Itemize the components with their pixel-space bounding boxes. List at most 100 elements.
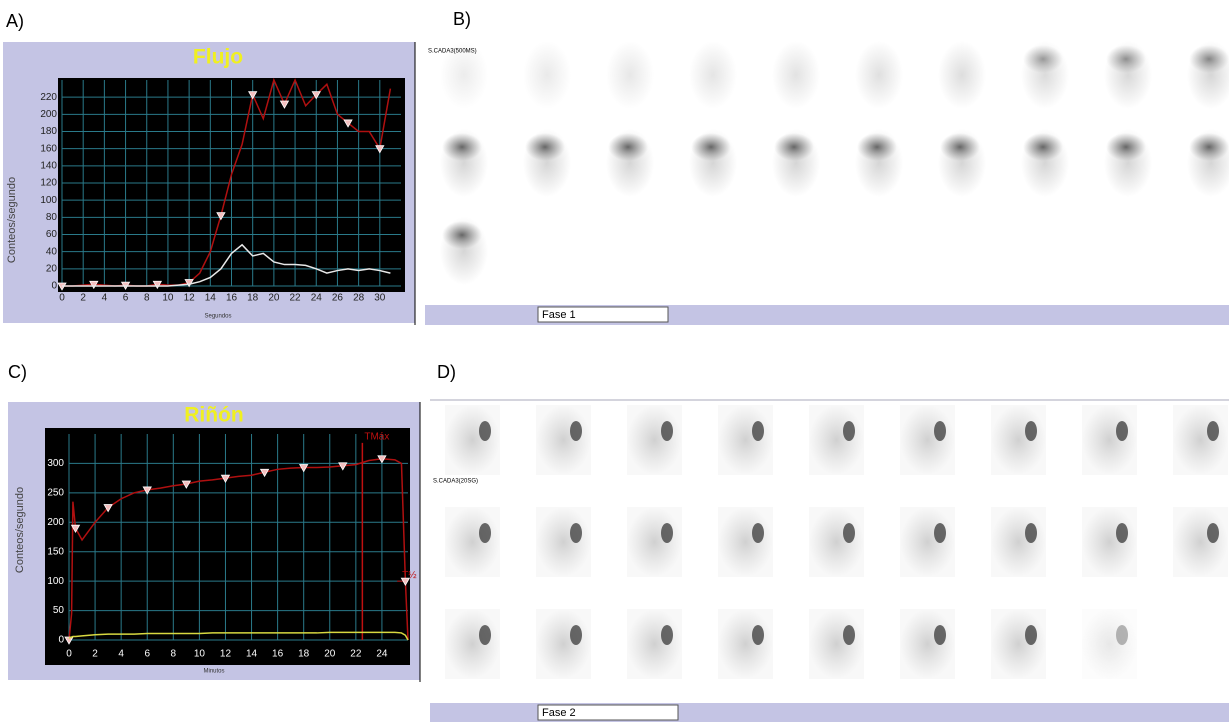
scan-body bbox=[1082, 507, 1137, 577]
chart-title: Flujo bbox=[193, 46, 243, 69]
scan-body bbox=[809, 507, 864, 577]
scan-blob bbox=[774, 133, 814, 161]
scan-image bbox=[1104, 129, 1152, 197]
y-tick-label: 250 bbox=[47, 487, 64, 498]
scan-blob bbox=[1023, 45, 1063, 73]
scan-kidney bbox=[934, 421, 946, 441]
scan-image bbox=[536, 609, 591, 679]
x-tick-label: 2 bbox=[92, 649, 98, 660]
scan-image bbox=[991, 507, 1046, 577]
panel-label: B) bbox=[453, 9, 471, 29]
scan-blob bbox=[606, 41, 654, 109]
scan-image bbox=[1173, 507, 1228, 577]
scan-kidney bbox=[570, 421, 582, 441]
x-tick-label: 8 bbox=[144, 293, 150, 304]
panel-label: A) bbox=[6, 11, 24, 31]
x-tick-label: 6 bbox=[123, 293, 129, 304]
x-tick-label: 14 bbox=[246, 649, 258, 660]
x-axis-label: Minutos bbox=[203, 669, 224, 675]
x-tick-label: 4 bbox=[102, 293, 108, 304]
x-tick-label: 2 bbox=[80, 293, 86, 304]
y-tick-label: 50 bbox=[53, 605, 65, 616]
scan-image bbox=[718, 405, 773, 475]
y-tick-label: 100 bbox=[40, 195, 57, 206]
scan-kidney bbox=[570, 625, 582, 645]
scan-body bbox=[627, 405, 682, 475]
phase-label: Fase 1 bbox=[542, 309, 576, 321]
scan-body bbox=[1082, 609, 1137, 679]
x-tick-label: 26 bbox=[332, 293, 344, 304]
x-tick-label: 12 bbox=[220, 649, 232, 660]
scan-body bbox=[900, 507, 955, 577]
scan-image bbox=[627, 507, 682, 577]
image-grid bbox=[445, 405, 1228, 679]
scan-image bbox=[1104, 41, 1152, 109]
scan-kidney bbox=[661, 421, 673, 441]
scan-kidney bbox=[934, 625, 946, 645]
scan-image bbox=[855, 41, 903, 109]
scan-kidney bbox=[661, 625, 673, 645]
scan-image bbox=[606, 41, 654, 109]
scan-body bbox=[718, 405, 773, 475]
scan-image bbox=[772, 41, 820, 109]
scan-kidney bbox=[1025, 523, 1037, 543]
scan-kidney bbox=[934, 523, 946, 543]
scan-image bbox=[536, 405, 591, 475]
scan-blob bbox=[523, 41, 571, 109]
scan-blob bbox=[1023, 133, 1063, 161]
scan-body bbox=[1173, 507, 1228, 577]
series-caption: S.CADA3(500MS) bbox=[428, 49, 477, 55]
scan-image bbox=[900, 609, 955, 679]
x-tick-label: 24 bbox=[311, 293, 323, 304]
scan-kidney bbox=[843, 625, 855, 645]
scan-image bbox=[627, 609, 682, 679]
y-tick-label: 200 bbox=[47, 517, 64, 528]
x-tick-label: 22 bbox=[290, 293, 302, 304]
scan-image bbox=[938, 41, 986, 109]
x-tick-label: 30 bbox=[374, 293, 386, 304]
scan-image bbox=[536, 507, 591, 577]
scan-kidney bbox=[752, 421, 764, 441]
y-tick-label: 0 bbox=[51, 281, 57, 292]
scan-kidney bbox=[479, 421, 491, 441]
scan-kidney bbox=[843, 523, 855, 543]
x-tick-label: 18 bbox=[298, 649, 310, 660]
scan-image bbox=[627, 405, 682, 475]
y-tick-label: 160 bbox=[40, 143, 57, 154]
x-tick-label: 28 bbox=[353, 293, 365, 304]
scan-image bbox=[772, 129, 820, 197]
scan-blob bbox=[608, 133, 648, 161]
x-tick-label: 16 bbox=[272, 649, 284, 660]
scan-body bbox=[991, 609, 1046, 679]
y-tick-label: 220 bbox=[40, 92, 57, 103]
scan-kidney bbox=[843, 421, 855, 441]
chart-title: Riñón bbox=[184, 404, 243, 427]
x-tick-label: 4 bbox=[118, 649, 124, 660]
y-tick-label: 150 bbox=[47, 546, 64, 557]
y-tick-label: 200 bbox=[40, 109, 57, 120]
scan-body bbox=[1173, 405, 1228, 475]
scan-image bbox=[809, 507, 864, 577]
scan-blob bbox=[442, 133, 482, 161]
x-tick-label: 20 bbox=[268, 293, 280, 304]
y-tick-label: 60 bbox=[46, 229, 58, 240]
x-tick-label: 16 bbox=[226, 293, 238, 304]
x-tick-label: 8 bbox=[171, 649, 177, 660]
scan-body bbox=[536, 507, 591, 577]
scan-image bbox=[440, 217, 488, 285]
scan-image bbox=[1082, 609, 1137, 679]
panel-label: C) bbox=[8, 362, 27, 382]
scan-image bbox=[900, 405, 955, 475]
scan-blob bbox=[772, 41, 820, 109]
scan-kidney bbox=[1207, 421, 1219, 441]
scan-body bbox=[1082, 405, 1137, 475]
scan-kidney bbox=[1025, 625, 1037, 645]
scan-blob bbox=[525, 133, 565, 161]
scan-body bbox=[718, 507, 773, 577]
x-tick-label: 18 bbox=[247, 293, 259, 304]
scan-image bbox=[1082, 507, 1137, 577]
scan-blob bbox=[857, 133, 897, 161]
scan-image bbox=[1187, 41, 1229, 109]
image-grid bbox=[440, 41, 1229, 285]
x-tick-label: 10 bbox=[162, 293, 174, 304]
